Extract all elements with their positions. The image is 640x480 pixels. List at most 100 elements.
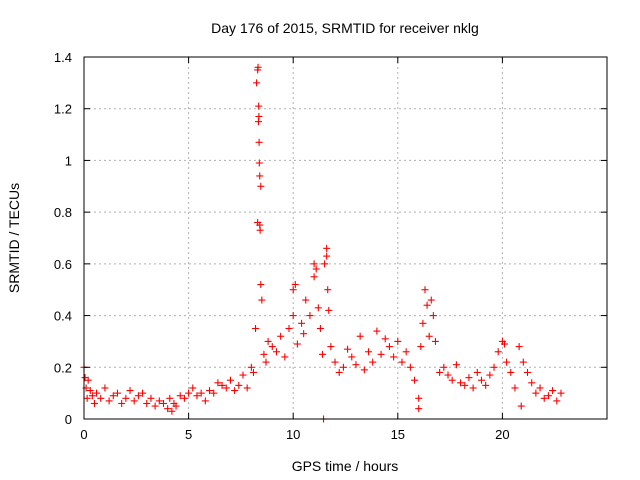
data-point [339,363,347,371]
data-point [264,337,272,345]
data-point [321,260,329,268]
data-point [415,394,423,402]
data-point [231,387,239,395]
data-point [385,343,393,351]
y-tick-labels: 0 0.2 0.4 0.6 0.8 1 1.2 1.4 [54,50,72,427]
data-point [482,381,490,389]
data-point [536,384,544,392]
grid-lines [84,57,607,419]
data-point [335,368,343,376]
axis-ticks [83,56,607,420]
data-point [260,350,268,358]
data-point [289,312,297,320]
data-point [429,312,437,320]
data-point [544,392,552,400]
data-point [168,407,176,415]
data-point [90,399,98,407]
data-point [247,363,255,371]
data-point [298,319,306,327]
data-point [318,350,326,358]
data-point [494,348,502,356]
data-point [517,402,525,410]
data-point [448,376,456,384]
data-point [262,358,270,366]
data-point [256,172,264,180]
data-point [310,260,318,268]
y-tick-label: 1.4 [54,50,72,65]
data-point [239,371,247,379]
data-point [519,358,527,366]
data-point [258,296,266,304]
x-tick-label: 0 [80,427,87,442]
data-point [126,387,134,395]
data-point [331,358,339,366]
data-point [436,368,444,376]
data-point [553,397,561,405]
data-point [300,330,308,338]
data-point [281,353,289,361]
data-point [164,405,172,413]
data-point [352,361,360,369]
x-tick-label: 15 [391,427,405,442]
x-tick-label: 10 [286,427,300,442]
data-point [235,381,243,389]
data-point [312,265,320,273]
data-point [84,376,92,384]
data-point [222,384,230,392]
data-point [257,182,265,190]
data-point [457,379,465,387]
data-point [243,384,251,392]
data-point [197,389,205,397]
data-point [557,389,565,397]
data-point [398,358,406,366]
data-point [477,376,485,384]
data-point [109,392,117,400]
data-point [425,332,433,340]
data-point [461,381,469,389]
data-point [452,361,460,369]
data-point [316,325,324,332]
data-point [406,363,414,371]
data-point [201,397,209,405]
data-point [524,368,532,376]
data-point [427,296,435,304]
data-point [486,371,494,379]
y-tick-label: 1.2 [54,102,72,117]
data-point [394,337,402,345]
data-point [253,79,261,87]
data-point [166,394,174,402]
data-point [323,252,331,260]
data-point [130,397,138,405]
x-tick-label: 20 [495,427,509,442]
data-point [540,394,548,402]
data-point [83,394,91,402]
data-point [257,281,265,289]
data-point [423,301,431,309]
data-point [402,348,410,356]
data-point [176,392,184,400]
data-point [302,296,310,304]
data-point [348,353,356,361]
data-point [465,374,473,382]
data-point [105,397,113,405]
data-point [277,332,285,340]
data-point [291,281,299,289]
data-point [256,226,264,234]
data-point [431,337,439,345]
data-point [417,343,425,351]
x-tick-label: 5 [185,427,192,442]
data-point [255,112,263,120]
data-point [143,399,151,407]
data-point [310,273,318,281]
data-point [324,286,332,294]
data-point [249,368,257,376]
data-point [226,376,234,384]
data-point [159,399,167,407]
y-tick-label: 0.6 [54,257,72,272]
chart-title: Day 176 of 2015, SRMTID for receiver nkl… [211,20,479,36]
data-point [306,312,314,320]
data-point [268,343,276,351]
data-point [86,387,94,395]
data-point [411,376,419,384]
